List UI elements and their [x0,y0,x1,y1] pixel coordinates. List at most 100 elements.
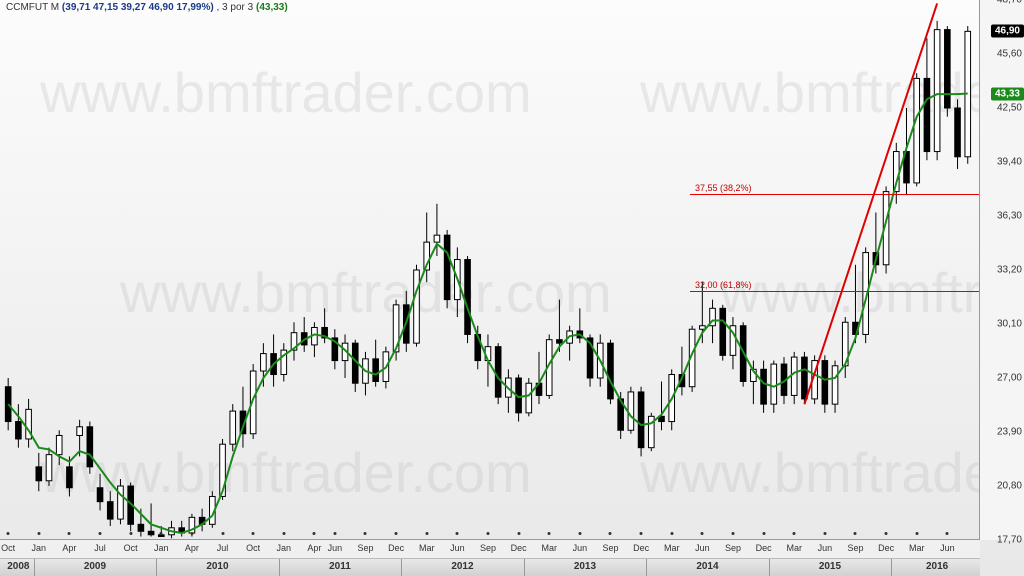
x-month-label: Jun [573,543,588,553]
x-tick-dot [99,532,102,535]
ohlc-values: (39,71 47,15 39,27 46,90 17,99%) [62,2,214,13]
chart-header: CCMFUT M (39,71 47,15 39,27 46,90 17,99%… [6,2,288,13]
fib-line [690,194,980,195]
x-tick-dot [946,532,949,535]
x-month-label: Dec [878,543,894,553]
x-tick-dot [282,532,285,535]
x-tick-dot [160,532,163,535]
x-year-separator [156,559,157,576]
x-month-label: Dec [511,543,527,553]
x-month-label: Mar [541,543,557,553]
x-month-label: Jan [154,543,169,553]
y-tick-label: 20,80 [997,481,1022,492]
x-month-label: Jun [450,543,465,553]
x-tick-dot [823,532,826,535]
x-tick-dot [915,532,918,535]
chart-plot-area[interactable]: www.bmftrader.com www.bmftrader.com www.… [0,0,980,540]
x-year-label: 2013 [574,561,596,572]
y-tick-label: 45,60 [997,49,1022,60]
fib-label: 32,00 (61,8%) [695,280,752,290]
x-tick-dot [68,532,71,535]
x-month-label: Sep [357,543,373,553]
x-month-label: Apr [307,543,321,553]
x-tick-dot [517,532,520,535]
symbol-name: CCMFUT M [6,2,59,13]
x-tick-dot [885,532,888,535]
x-tick-dot [486,532,489,535]
x-year-label: 2011 [329,561,351,572]
x-year-separator [769,559,770,576]
y-tick-label: 39,40 [997,157,1022,168]
price-marker: 46,90 [991,25,1024,38]
x-tick-dot [578,532,581,535]
chart-svg [0,0,980,540]
x-year-separator [646,559,647,576]
x-year-separator [34,559,35,576]
x-tick-dot [854,532,857,535]
y-tick-label: 48,70 [997,0,1022,6]
x-year-separator [891,559,892,576]
ma-value: (43,33) [256,2,288,13]
x-tick-dot [701,532,704,535]
x-month-label: Sep [602,543,618,553]
x-month-label: Mar [419,543,435,553]
y-tick-label: 23,90 [997,427,1022,438]
x-axis-years: 2008 2009 2010 2011 2012 2013 2014 2015 2016 [0,558,980,576]
y-tick-label: 42,50 [997,103,1022,114]
x-tick-dot [313,532,316,535]
x-year-separator [524,559,525,576]
x-month-label: Jun [328,543,343,553]
x-tick-dot [609,532,612,535]
x-month-label: Sep [725,543,741,553]
x-month-label: Jan [277,543,292,553]
x-year-label: 2012 [451,561,473,572]
x-month-label: Dec [756,543,772,553]
x-tick-dot [190,532,193,535]
x-tick-dot [221,532,224,535]
x-tick-dot [425,532,428,535]
x-tick-dot [333,532,336,535]
fib-line [690,291,980,292]
x-year-label: 2014 [696,561,718,572]
x-month-label: Sep [847,543,863,553]
x-tick-dot [548,532,551,535]
y-tick-label: 17,70 [997,535,1022,546]
x-tick-dot [129,532,132,535]
y-tick-label: 33,20 [997,265,1022,276]
x-axis: OctJanAprJulOctJanAprJulOctJanAprJunSepD… [0,539,980,576]
x-tick-dot [252,532,255,535]
y-tick-label: 27,00 [997,373,1022,384]
ma-label: , 3 por 3 [217,2,254,13]
x-month-label: Apr [62,543,76,553]
x-month-label: Sep [480,543,496,553]
x-month-label: Jul [217,543,229,553]
x-month-label: Mar [909,543,925,553]
x-tick-dot [731,532,734,535]
x-year-label: 2008 [7,561,29,572]
x-tick-dot [793,532,796,535]
x-year-separator [401,559,402,576]
fib-label: 37,55 (38,2%) [695,183,752,193]
x-month-label: Jan [32,543,47,553]
x-year-label: 2016 [926,561,948,572]
x-tick-dot [37,532,40,535]
x-month-label: Oct [246,543,260,553]
x-month-label: Apr [185,543,199,553]
y-tick-label: 36,30 [997,211,1022,222]
x-axis-months: OctJanAprJulOctJanAprJulOctJanAprJunSepD… [0,540,980,558]
x-month-label: Dec [388,543,404,553]
x-month-label: Oct [124,543,138,553]
x-year-label: 2009 [84,561,106,572]
x-tick-dot [7,532,10,535]
x-month-label: Jun [695,543,710,553]
x-tick-dot [640,532,643,535]
x-tick-dot [456,532,459,535]
x-month-label: Dec [633,543,649,553]
y-axis: 17,7020,8023,9027,0030,1033,2036,3039,40… [979,0,1024,540]
x-month-label: Oct [1,543,15,553]
x-year-label: 2010 [206,561,228,572]
x-year-label: 2015 [819,561,841,572]
x-month-label: Mar [786,543,802,553]
x-tick-dot [395,532,398,535]
x-month-label: Jun [818,543,833,553]
